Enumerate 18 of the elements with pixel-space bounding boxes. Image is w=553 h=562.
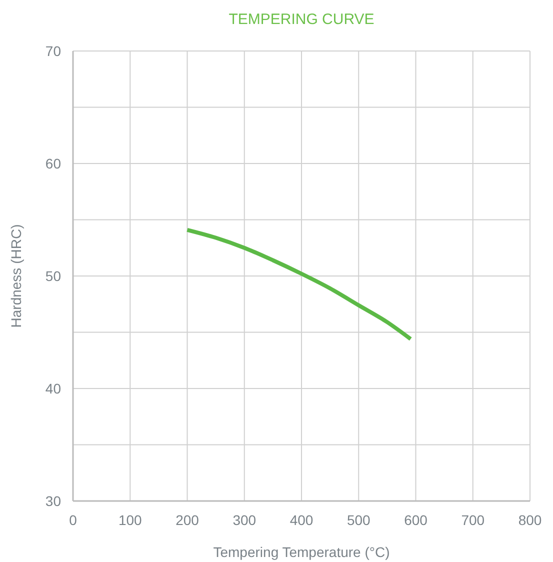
x-tick-label: 300: [232, 512, 256, 528]
x-tick-label: 700: [461, 512, 485, 528]
chart-title: TEMPERING CURVE: [228, 11, 374, 28]
x-tick-label: 0: [69, 512, 78, 528]
x-tick-label: 600: [404, 512, 428, 528]
line-series: [185, 228, 413, 341]
x-tick-label: 200: [176, 512, 200, 528]
x-axis-title: Tempering Temperature (°C): [213, 544, 390, 560]
y-tick-label: 30: [45, 493, 62, 509]
x-tick-label: 500: [346, 512, 371, 528]
y-tick-label: 70: [45, 43, 62, 59]
y-tick-label: 60: [45, 156, 62, 172]
y-tick-label: 50: [45, 268, 62, 284]
x-tick-label: 100: [118, 512, 142, 528]
y-axis-title: Hardness (HRC): [8, 224, 24, 328]
x-tick-label: 800: [518, 512, 542, 528]
y-tick-label: 40: [45, 380, 62, 396]
x-tick-label: 400: [290, 512, 314, 528]
